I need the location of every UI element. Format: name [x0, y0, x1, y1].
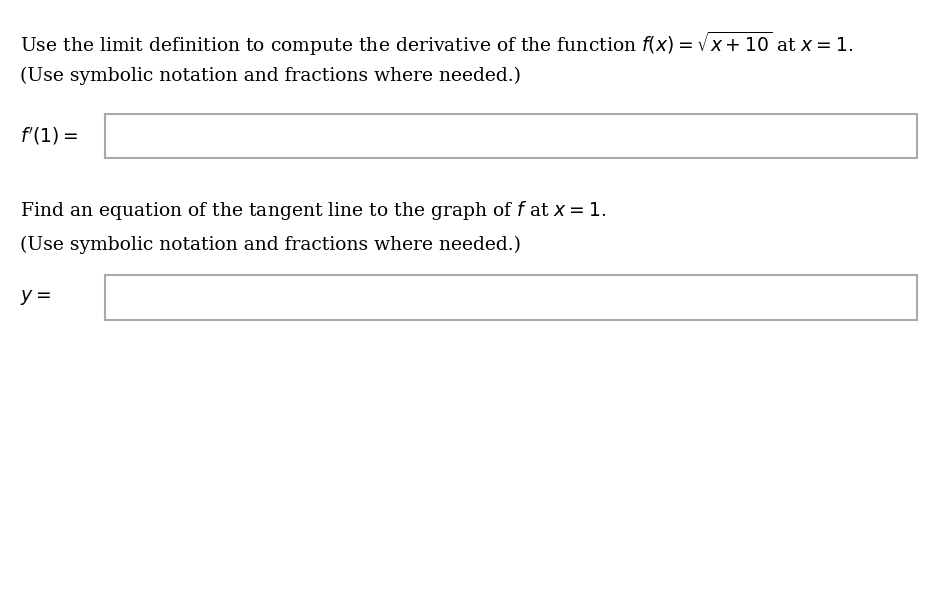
Text: $y =$: $y =$ [20, 288, 51, 307]
Text: (Use symbolic notation and fractions where needed.): (Use symbolic notation and fractions whe… [20, 67, 521, 86]
Text: Find an equation of the tangent line to the graph of $f$ at $x = 1$.: Find an equation of the tangent line to … [20, 199, 606, 222]
Text: $f'(1) =$: $f'(1) =$ [20, 126, 79, 147]
Text: (Use symbolic notation and fractions where needed.): (Use symbolic notation and fractions whe… [20, 236, 521, 255]
Text: Use the limit definition to compute the derivative of the function $f(x) = \sqrt: Use the limit definition to compute the … [20, 30, 853, 58]
